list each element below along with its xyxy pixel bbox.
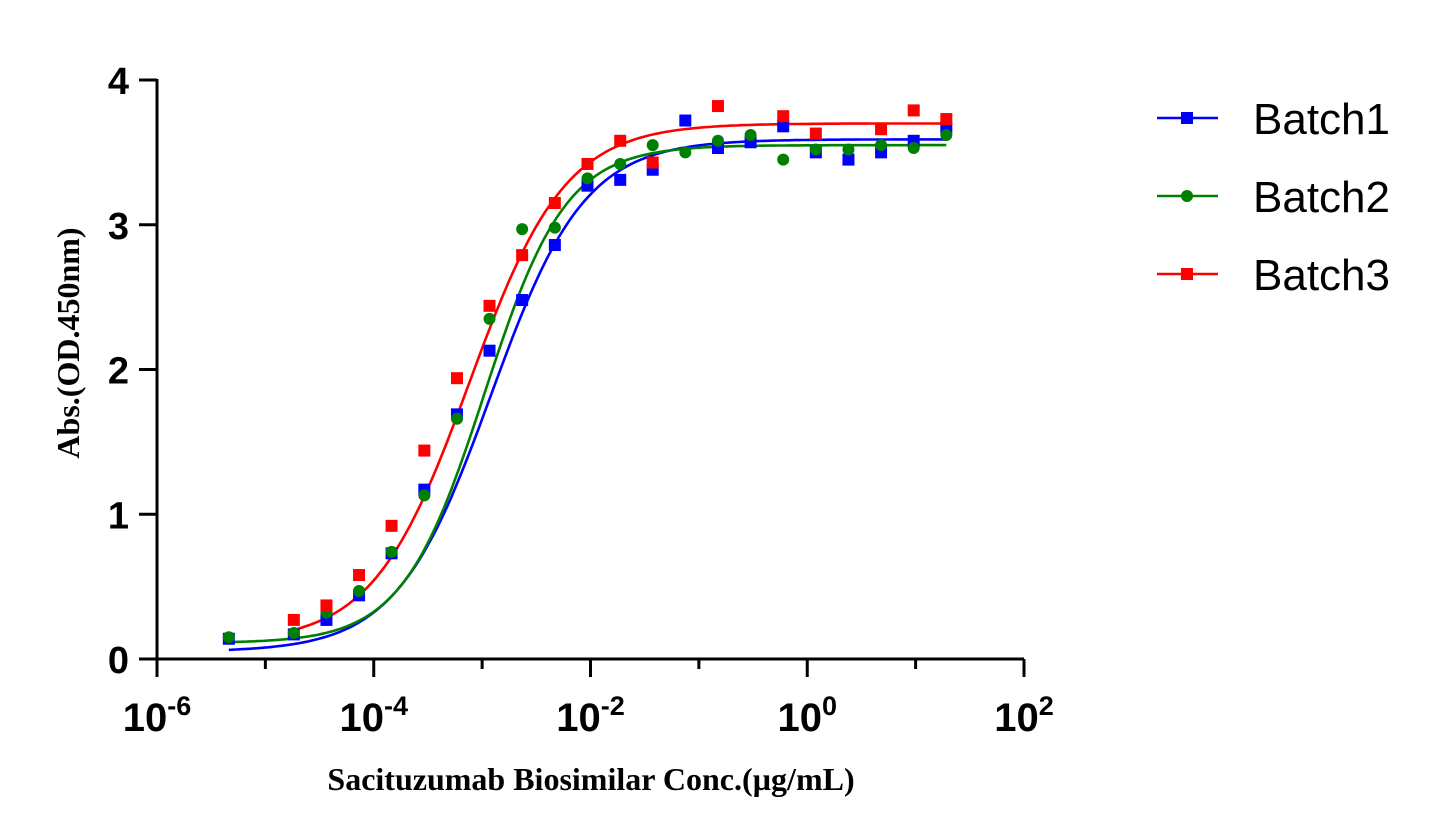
y-tick-label: 2	[108, 351, 129, 393]
data-point	[646, 156, 659, 169]
data-point	[450, 372, 463, 385]
data-point	[287, 626, 300, 639]
data-point	[907, 142, 920, 155]
data-points	[222, 100, 953, 645]
data-point	[809, 127, 822, 140]
legend-marker-batch2	[1181, 190, 1193, 202]
x-tick-label: 10-2	[556, 691, 625, 740]
data-point	[777, 120, 790, 133]
data-point	[548, 239, 561, 252]
x-tick-label: 10-6	[123, 691, 192, 740]
data-point	[385, 519, 398, 532]
data-point	[842, 153, 855, 166]
data-point	[679, 114, 692, 127]
legend-label-batch3: Batch3	[1253, 251, 1390, 300]
data-point	[450, 412, 463, 425]
x-tick-label: 10-4	[339, 691, 408, 740]
data-point	[581, 172, 594, 185]
y-tick-label: 3	[108, 206, 129, 248]
data-point	[646, 139, 659, 152]
data-point	[940, 129, 953, 142]
series-batch2	[222, 129, 953, 644]
y-axis-title: Abs.(OD.450nm)	[50, 227, 86, 458]
data-point	[907, 104, 920, 117]
data-point	[842, 143, 855, 156]
data-point	[548, 221, 561, 234]
x-tick-label: 102	[994, 691, 1054, 740]
data-point	[516, 223, 529, 236]
legend-marker-batch1	[1181, 112, 1193, 124]
fit-curve-batch2	[228, 143, 947, 644]
data-point	[353, 569, 366, 582]
y-tick-label: 1	[108, 495, 129, 537]
legend-label-batch1: Batch1	[1253, 95, 1390, 144]
series-batch1	[222, 114, 953, 645]
data-point	[940, 113, 953, 126]
data-point	[581, 157, 594, 170]
data-point	[614, 134, 627, 147]
data-point	[711, 134, 724, 147]
fit-curves	[228, 122, 947, 652]
data-point	[516, 249, 529, 262]
data-point	[320, 599, 333, 612]
legend: Batch1 Batch2 Batch3	[1157, 95, 1390, 300]
series-batch3	[287, 100, 953, 626]
data-point	[875, 123, 888, 136]
data-point	[875, 139, 888, 152]
data-point	[287, 613, 300, 626]
data-point	[418, 444, 431, 457]
data-point	[711, 100, 724, 113]
data-point	[385, 545, 398, 558]
data-point	[483, 312, 496, 325]
data-point	[222, 631, 235, 644]
x-tick-label: 100	[777, 691, 837, 740]
data-point	[679, 146, 692, 159]
data-point	[418, 489, 431, 502]
data-point	[614, 157, 627, 170]
data-point	[777, 153, 790, 166]
fit-curve-batch1	[228, 138, 947, 652]
data-point	[353, 584, 366, 597]
axes: 0 1 2 3 4 10-6 10-4 10-2 100 102	[108, 61, 1054, 740]
legend-marker-batch3	[1181, 268, 1193, 280]
y-tick-label: 0	[108, 640, 129, 682]
data-point	[744, 129, 757, 142]
data-point	[483, 299, 496, 312]
data-point	[614, 173, 627, 186]
data-point	[483, 344, 496, 357]
data-point	[548, 197, 561, 210]
data-point	[516, 294, 529, 307]
x-axis-title: Sacituzumab Biosimilar Conc.(µg/mL)	[327, 761, 854, 797]
legend-label-batch2: Batch2	[1253, 173, 1390, 222]
data-point	[809, 143, 822, 156]
data-point	[777, 110, 790, 123]
y-tick-label: 4	[108, 61, 129, 103]
